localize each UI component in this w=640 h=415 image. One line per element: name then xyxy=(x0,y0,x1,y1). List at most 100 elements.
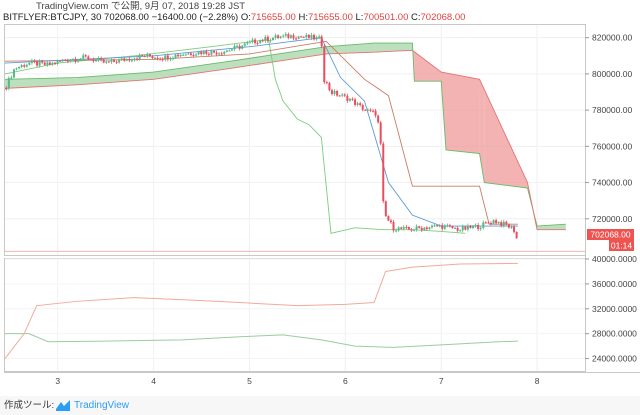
candle-bullish xyxy=(348,98,351,101)
cloud-segment-bullish xyxy=(374,43,413,53)
candle-bearish xyxy=(161,59,164,61)
candle-bullish xyxy=(492,220,495,224)
cloud-segment-bullish xyxy=(153,61,231,80)
candle-bearish xyxy=(469,225,472,228)
candle-bearish xyxy=(192,54,195,56)
candle-bearish xyxy=(295,38,298,40)
candle-bearish xyxy=(215,52,218,55)
candle-bearish xyxy=(256,43,259,45)
tradingview-brand-link[interactable]: TradingView xyxy=(74,400,130,411)
candle-bearish xyxy=(23,65,26,67)
candle-bearish xyxy=(302,36,305,38)
candle-bullish xyxy=(218,53,221,55)
candle-bearish xyxy=(189,53,192,55)
candle-bullish xyxy=(138,54,141,60)
candle-bearish xyxy=(489,222,492,224)
candle-bearish xyxy=(33,60,36,62)
indicator-series-line-2 xyxy=(5,333,518,348)
candle-bullish xyxy=(120,58,123,60)
symbol-label[interactable]: BITFLYER:BTCJPY, 30 xyxy=(3,12,102,23)
candle-bullish xyxy=(125,58,128,61)
candle-bearish xyxy=(382,143,385,202)
candle-bullish xyxy=(438,225,441,227)
candle-bearish xyxy=(338,95,341,97)
close-value: 702068.00 xyxy=(420,12,466,23)
candle-bullish xyxy=(454,227,457,229)
candle-bullish xyxy=(233,45,236,50)
candle-bullish xyxy=(472,226,475,228)
candle-bullish xyxy=(397,227,400,231)
candle-bullish xyxy=(77,60,80,62)
candle-bullish xyxy=(510,226,513,228)
candle-bearish xyxy=(346,95,349,101)
candle-bullish xyxy=(443,225,446,229)
candle-bullish xyxy=(297,36,300,39)
candle-bearish xyxy=(213,50,216,53)
candle-bearish xyxy=(41,61,44,63)
candle-bullish xyxy=(184,54,187,56)
candle-bullish xyxy=(251,39,254,42)
candle-bullish xyxy=(341,94,344,96)
candle-bearish xyxy=(513,226,516,232)
candle-bearish xyxy=(43,62,46,65)
candle-bearish xyxy=(54,62,57,64)
price-axis-label: 760000.00 xyxy=(592,141,632,151)
candle-bullish xyxy=(130,60,133,62)
candle-bullish xyxy=(497,222,500,224)
candle-bearish xyxy=(328,82,331,91)
redacted-author xyxy=(4,1,34,10)
candle-bullish xyxy=(395,230,398,232)
candle-bullish xyxy=(315,37,318,40)
made-with-label: 作成ツール: xyxy=(4,400,55,411)
chart-canvas: 820000.00800000.00780000.00760000.007400… xyxy=(4,24,640,386)
candle-bearish xyxy=(102,59,105,63)
candle-bullish xyxy=(461,226,464,231)
price-axis-label: 800000.00 xyxy=(592,69,632,79)
candle-bullish xyxy=(30,60,33,63)
senkou-span-b-line xyxy=(4,49,566,231)
candle-bullish xyxy=(118,59,121,63)
change-value: −16400.00 (−2.28%) xyxy=(151,12,239,23)
price-axis-label: 780000.00 xyxy=(592,105,632,115)
chart-header: TradingView.com で公開, 9月 07, 2018 19:28 J… xyxy=(0,0,640,24)
candle-bullish xyxy=(274,35,277,38)
footer-bar: 作成ツール: TradingView xyxy=(0,396,640,415)
countdown-label: 01:14 xyxy=(611,241,633,251)
candle-bullish xyxy=(71,58,74,61)
candle-bearish xyxy=(220,53,223,55)
candle-bullish xyxy=(479,227,482,229)
last-price-label: 702068.00 xyxy=(590,230,630,240)
candle-bullish xyxy=(10,77,13,79)
candle-bullish xyxy=(305,34,308,38)
candle-bearish xyxy=(320,36,323,47)
candle-bearish xyxy=(484,222,487,224)
candle-bullish xyxy=(7,78,10,89)
candle-bearish xyxy=(505,221,508,225)
candle-bullish xyxy=(195,54,198,56)
candle-bullish xyxy=(423,227,426,231)
candle-bullish xyxy=(25,64,28,67)
candle-bullish xyxy=(428,227,431,230)
candle-bullish xyxy=(197,51,200,55)
candle-bearish xyxy=(389,220,392,223)
candle-bearish xyxy=(151,56,154,59)
candle-bullish xyxy=(171,58,174,60)
candle-bearish xyxy=(36,61,39,66)
candle-bearish xyxy=(123,58,126,61)
indicator-axis-label: 32000.0000 xyxy=(592,304,637,314)
indicator-series-line-1 xyxy=(4,262,518,359)
indicator-axis-label: 28000.0000 xyxy=(592,329,637,339)
candle-bearish xyxy=(5,88,8,90)
candle-bearish xyxy=(92,59,95,62)
candle-bearish xyxy=(313,34,316,40)
candle-bearish xyxy=(64,59,67,61)
chikou-span-line xyxy=(4,38,466,234)
time-axis-label: 3 xyxy=(55,376,60,386)
candle-bullish xyxy=(154,57,157,59)
candle-bearish xyxy=(287,34,290,38)
tradingview-logo-icon[interactable] xyxy=(56,400,70,411)
candle-bearish xyxy=(451,226,454,229)
candle-bullish xyxy=(18,67,21,69)
candle-bearish xyxy=(112,59,115,62)
candle-bullish xyxy=(110,59,113,62)
